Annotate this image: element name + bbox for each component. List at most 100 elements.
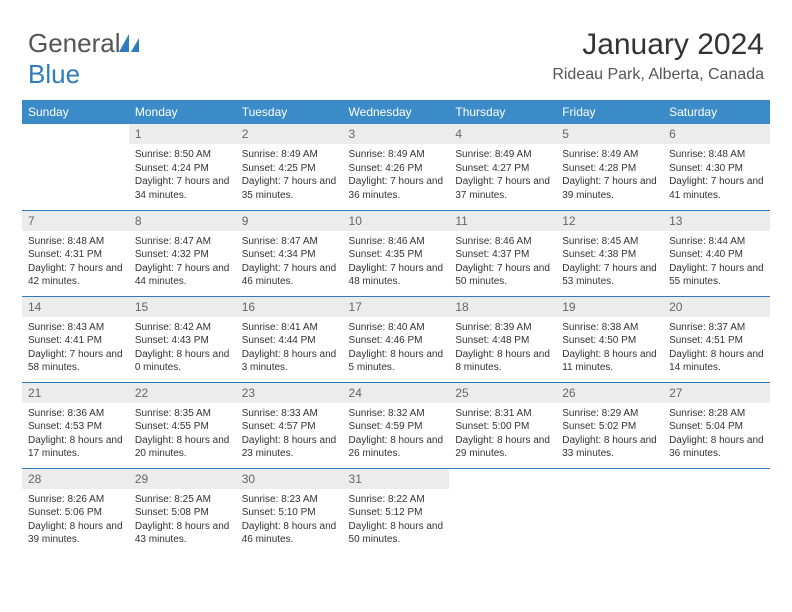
day-number: 8 <box>129 211 236 231</box>
calendar-cell: 20Sunrise: 8:37 AMSunset: 4:51 PMDayligh… <box>663 296 770 382</box>
day-data: Sunrise: 8:48 AMSunset: 4:30 PMDaylight:… <box>663 144 770 208</box>
brand-line2: Blue <box>28 59 80 89</box>
day-data: Sunrise: 8:36 AMSunset: 4:53 PMDaylight:… <box>22 403 129 467</box>
calendar-cell: 14Sunrise: 8:43 AMSunset: 4:41 PMDayligh… <box>22 296 129 382</box>
calendar-cell: 25Sunrise: 8:31 AMSunset: 5:00 PMDayligh… <box>449 382 556 468</box>
day-data: Sunrise: 8:50 AMSunset: 4:24 PMDaylight:… <box>129 144 236 208</box>
day-number: 20 <box>663 297 770 317</box>
calendar-cell: 13Sunrise: 8:44 AMSunset: 4:40 PMDayligh… <box>663 210 770 296</box>
day-number: 2 <box>236 124 343 144</box>
day-number: 3 <box>343 124 450 144</box>
calendar-cell <box>663 468 770 554</box>
day-number: 9 <box>236 211 343 231</box>
calendar-cell: 19Sunrise: 8:38 AMSunset: 4:50 PMDayligh… <box>556 296 663 382</box>
calendar-cell: 31Sunrise: 8:22 AMSunset: 5:12 PMDayligh… <box>343 468 450 554</box>
calendar-cell: 8Sunrise: 8:47 AMSunset: 4:32 PMDaylight… <box>129 210 236 296</box>
calendar-cell: 7Sunrise: 8:48 AMSunset: 4:31 PMDaylight… <box>22 210 129 296</box>
calendar-cell: 9Sunrise: 8:47 AMSunset: 4:34 PMDaylight… <box>236 210 343 296</box>
day-data: Sunrise: 8:31 AMSunset: 5:00 PMDaylight:… <box>449 403 556 467</box>
calendar-cell: 10Sunrise: 8:46 AMSunset: 4:35 PMDayligh… <box>343 210 450 296</box>
calendar-cell: 21Sunrise: 8:36 AMSunset: 4:53 PMDayligh… <box>22 382 129 468</box>
calendar-cell: 17Sunrise: 8:40 AMSunset: 4:46 PMDayligh… <box>343 296 450 382</box>
day-data: Sunrise: 8:32 AMSunset: 4:59 PMDaylight:… <box>343 403 450 467</box>
calendar-cell: 12Sunrise: 8:45 AMSunset: 4:38 PMDayligh… <box>556 210 663 296</box>
day-number: 14 <box>22 297 129 317</box>
weekday-header: Saturday <box>663 100 770 124</box>
calendar-cell: 23Sunrise: 8:33 AMSunset: 4:57 PMDayligh… <box>236 382 343 468</box>
calendar-row: 14Sunrise: 8:43 AMSunset: 4:41 PMDayligh… <box>22 296 770 382</box>
calendar-row: 28Sunrise: 8:26 AMSunset: 5:06 PMDayligh… <box>22 468 770 554</box>
day-data: Sunrise: 8:46 AMSunset: 4:35 PMDaylight:… <box>343 231 450 295</box>
calendar-cell: 24Sunrise: 8:32 AMSunset: 4:59 PMDayligh… <box>343 382 450 468</box>
day-number: 29 <box>129 469 236 489</box>
day-number: 19 <box>556 297 663 317</box>
weekday-header: Wednesday <box>343 100 450 124</box>
day-data: Sunrise: 8:47 AMSunset: 4:32 PMDaylight:… <box>129 231 236 295</box>
day-data: Sunrise: 8:45 AMSunset: 4:38 PMDaylight:… <box>556 231 663 295</box>
day-data: Sunrise: 8:49 AMSunset: 4:27 PMDaylight:… <box>449 144 556 208</box>
calendar-cell: 15Sunrise: 8:42 AMSunset: 4:43 PMDayligh… <box>129 296 236 382</box>
day-number: 24 <box>343 383 450 403</box>
day-number: 31 <box>343 469 450 489</box>
day-data: Sunrise: 8:49 AMSunset: 4:25 PMDaylight:… <box>236 144 343 208</box>
day-data: Sunrise: 8:40 AMSunset: 4:46 PMDaylight:… <box>343 317 450 381</box>
day-data: Sunrise: 8:29 AMSunset: 5:02 PMDaylight:… <box>556 403 663 467</box>
calendar-cell: 28Sunrise: 8:26 AMSunset: 5:06 PMDayligh… <box>22 468 129 554</box>
day-number: 28 <box>22 469 129 489</box>
calendar-table: SundayMondayTuesdayWednesdayThursdayFrid… <box>22 100 770 554</box>
day-data: Sunrise: 8:44 AMSunset: 4:40 PMDaylight:… <box>663 231 770 295</box>
day-data: Sunrise: 8:39 AMSunset: 4:48 PMDaylight:… <box>449 317 556 381</box>
header-right: January 2024 Rideau Park, Alberta, Canad… <box>552 28 764 84</box>
day-data: Sunrise: 8:37 AMSunset: 4:51 PMDaylight:… <box>663 317 770 381</box>
weekday-header-row: SundayMondayTuesdayWednesdayThursdayFrid… <box>22 100 770 124</box>
calendar-body: 1Sunrise: 8:50 AMSunset: 4:24 PMDaylight… <box>22 124 770 554</box>
calendar-cell: 16Sunrise: 8:41 AMSunset: 4:44 PMDayligh… <box>236 296 343 382</box>
day-data: Sunrise: 8:23 AMSunset: 5:10 PMDaylight:… <box>236 489 343 553</box>
day-data: Sunrise: 8:48 AMSunset: 4:31 PMDaylight:… <box>22 231 129 295</box>
weekday-header: Tuesday <box>236 100 343 124</box>
brand-logo: General Blue <box>28 28 141 90</box>
location-text: Rideau Park, Alberta, Canada <box>552 66 764 84</box>
day-data: Sunrise: 8:41 AMSunset: 4:44 PMDaylight:… <box>236 317 343 381</box>
day-data: Sunrise: 8:35 AMSunset: 4:55 PMDaylight:… <box>129 403 236 467</box>
calendar-row: 21Sunrise: 8:36 AMSunset: 4:53 PMDayligh… <box>22 382 770 468</box>
calendar-cell: 11Sunrise: 8:46 AMSunset: 4:37 PMDayligh… <box>449 210 556 296</box>
calendar-cell: 18Sunrise: 8:39 AMSunset: 4:48 PMDayligh… <box>449 296 556 382</box>
calendar-cell: 29Sunrise: 8:25 AMSunset: 5:08 PMDayligh… <box>129 468 236 554</box>
day-number: 6 <box>663 124 770 144</box>
day-number: 5 <box>556 124 663 144</box>
brand-line1: General <box>28 28 121 58</box>
calendar-cell: 22Sunrise: 8:35 AMSunset: 4:55 PMDayligh… <box>129 382 236 468</box>
day-number: 23 <box>236 383 343 403</box>
weekday-header: Friday <box>556 100 663 124</box>
day-number: 27 <box>663 383 770 403</box>
weekday-header: Thursday <box>449 100 556 124</box>
weekday-header: Monday <box>129 100 236 124</box>
day-data: Sunrise: 8:49 AMSunset: 4:26 PMDaylight:… <box>343 144 450 208</box>
day-number: 26 <box>556 383 663 403</box>
day-data: Sunrise: 8:22 AMSunset: 5:12 PMDaylight:… <box>343 489 450 553</box>
calendar-row: 1Sunrise: 8:50 AMSunset: 4:24 PMDaylight… <box>22 124 770 210</box>
calendar-cell: 1Sunrise: 8:50 AMSunset: 4:24 PMDaylight… <box>129 124 236 210</box>
day-data: Sunrise: 8:25 AMSunset: 5:08 PMDaylight:… <box>129 489 236 553</box>
calendar-cell: 4Sunrise: 8:49 AMSunset: 4:27 PMDaylight… <box>449 124 556 210</box>
day-data: Sunrise: 8:49 AMSunset: 4:28 PMDaylight:… <box>556 144 663 208</box>
day-data: Sunrise: 8:28 AMSunset: 5:04 PMDaylight:… <box>663 403 770 467</box>
calendar-cell: 30Sunrise: 8:23 AMSunset: 5:10 PMDayligh… <box>236 468 343 554</box>
day-number: 11 <box>449 211 556 231</box>
day-data: Sunrise: 8:38 AMSunset: 4:50 PMDaylight:… <box>556 317 663 381</box>
calendar-cell: 5Sunrise: 8:49 AMSunset: 4:28 PMDaylight… <box>556 124 663 210</box>
day-number: 17 <box>343 297 450 317</box>
day-data: Sunrise: 8:33 AMSunset: 4:57 PMDaylight:… <box>236 403 343 467</box>
day-number: 10 <box>343 211 450 231</box>
calendar-cell <box>22 124 129 210</box>
day-number: 1 <box>129 124 236 144</box>
calendar-cell <box>556 468 663 554</box>
day-data: Sunrise: 8:43 AMSunset: 4:41 PMDaylight:… <box>22 317 129 381</box>
day-number: 25 <box>449 383 556 403</box>
day-data: Sunrise: 8:42 AMSunset: 4:43 PMDaylight:… <box>129 317 236 381</box>
day-number: 16 <box>236 297 343 317</box>
month-title: January 2024 <box>552 28 764 62</box>
calendar-cell <box>449 468 556 554</box>
calendar-cell: 26Sunrise: 8:29 AMSunset: 5:02 PMDayligh… <box>556 382 663 468</box>
